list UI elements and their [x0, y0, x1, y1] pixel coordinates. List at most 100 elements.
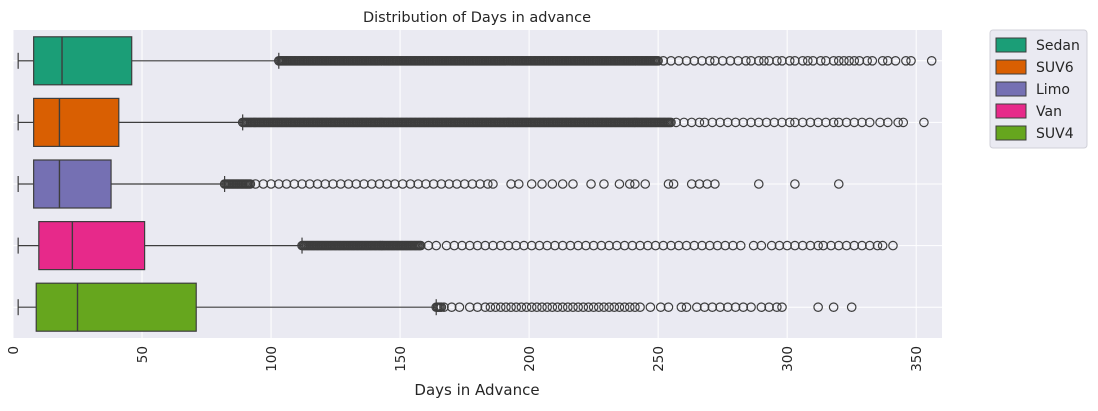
- outlier-point: [266, 179, 276, 189]
- outlier-point: [844, 55, 854, 66]
- outlier-point: [475, 179, 485, 189]
- outlier-point: [738, 117, 749, 128]
- outlier-point: [699, 117, 710, 128]
- outlier-point: [304, 179, 315, 189]
- outlier-point: [723, 117, 733, 128]
- outlier-point: [777, 117, 787, 128]
- outlier-point: [439, 302, 449, 312]
- box-iqr: [33, 159, 112, 209]
- outlier-point: [699, 302, 710, 312]
- outlier-point: [753, 117, 764, 128]
- legend: Sedan SUV6 Limo Van SUV4: [989, 29, 1088, 149]
- outlier-point: [511, 302, 522, 312]
- outlier-point: [320, 179, 331, 189]
- x-tick-label: 200: [522, 346, 538, 372]
- outlier-point: [756, 240, 767, 251]
- legend-label: Limo: [1036, 82, 1070, 98]
- outlier-point: [867, 55, 878, 66]
- outlier-point: [480, 240, 491, 251]
- outlier-point: [805, 240, 816, 251]
- outlier-point: [663, 179, 674, 189]
- outlier-point: [694, 179, 705, 189]
- outlier-point: [777, 302, 787, 312]
- outlier-point: [715, 117, 725, 128]
- outlier-point: [864, 117, 875, 128]
- outlier-point: [245, 179, 256, 189]
- outlier-point: [640, 179, 651, 189]
- legend-label: SUV6: [1036, 60, 1074, 76]
- outlier-point: [686, 179, 697, 189]
- outlier-point: [655, 302, 666, 312]
- legend-swatch: [995, 103, 1027, 119]
- outlier-point: [565, 240, 576, 251]
- outlier-point: [883, 55, 893, 66]
- outlier-point: [312, 179, 323, 189]
- outlier-point: [790, 240, 800, 251]
- outlier-point: [258, 179, 269, 189]
- outlier-point: [446, 302, 457, 312]
- outlier-point: [390, 179, 400, 189]
- outlier-point: [813, 302, 823, 312]
- outlier-point: [581, 240, 591, 251]
- outlier-point: [697, 240, 707, 251]
- outlier-point: [289, 179, 300, 189]
- outlier-point: [833, 117, 844, 128]
- outlier-point: [883, 117, 893, 128]
- outlier-point: [506, 179, 516, 189]
- outlier-point: [803, 55, 813, 66]
- outlier-point: [563, 302, 573, 312]
- outlier-point: [557, 179, 568, 189]
- outlier-point: [756, 302, 767, 312]
- outlier-point: [568, 302, 578, 312]
- outlier-point: [689, 55, 700, 66]
- outlier-point: [431, 240, 442, 251]
- outlier-point: [849, 117, 860, 128]
- outlier-point: [826, 240, 836, 251]
- outlier-point: [761, 117, 772, 128]
- outlier-point: [857, 117, 867, 128]
- outlier-point: [872, 240, 883, 251]
- x-tick-labels: 0 50 100 150 200 250 300 350: [6, 346, 925, 372]
- x-tick-label: 150: [393, 346, 409, 372]
- outlier-point: [552, 302, 563, 312]
- outlier-point: [550, 240, 560, 251]
- outlier-point: [557, 240, 568, 251]
- outlier-point: [335, 179, 346, 189]
- outlier-point: [694, 117, 705, 128]
- outlier-point: [405, 179, 416, 189]
- outlier-point: [877, 240, 888, 251]
- outlier-point: [488, 179, 498, 189]
- outlier-point: [421, 179, 431, 189]
- outlier-point: [898, 117, 909, 128]
- outlier-point: [653, 55, 663, 66]
- outlier-point: [666, 117, 676, 128]
- outlier-point: [790, 117, 800, 128]
- outlier-point: [495, 302, 506, 312]
- outlier-point: [542, 302, 552, 312]
- outlier-point: [828, 117, 839, 128]
- outlier-point: [413, 179, 423, 189]
- outlier-point: [790, 55, 800, 66]
- outlier-point: [444, 179, 454, 189]
- outlier-point: [532, 302, 542, 312]
- outlier-point: [890, 55, 901, 66]
- outlier-point: [526, 240, 537, 251]
- outlier-point: [707, 302, 718, 312]
- outlier-point: [612, 240, 622, 251]
- outlier-point: [919, 117, 929, 128]
- outlier-point: [273, 179, 284, 189]
- outlier-point: [759, 55, 769, 66]
- outlier-point: [666, 55, 676, 66]
- outlier-point: [738, 302, 749, 312]
- outlier-point: [774, 240, 785, 251]
- outlier-point: [495, 240, 506, 251]
- outlier-point: [645, 302, 656, 312]
- legend-swatch: [995, 125, 1027, 141]
- outlier-point: [596, 240, 607, 251]
- outlier-point: [704, 55, 715, 66]
- outlier-point: [521, 302, 532, 312]
- legend-swatch: [995, 81, 1027, 97]
- outlier-point: [841, 117, 852, 128]
- x-axis-label: Days in Advance: [414, 381, 539, 399]
